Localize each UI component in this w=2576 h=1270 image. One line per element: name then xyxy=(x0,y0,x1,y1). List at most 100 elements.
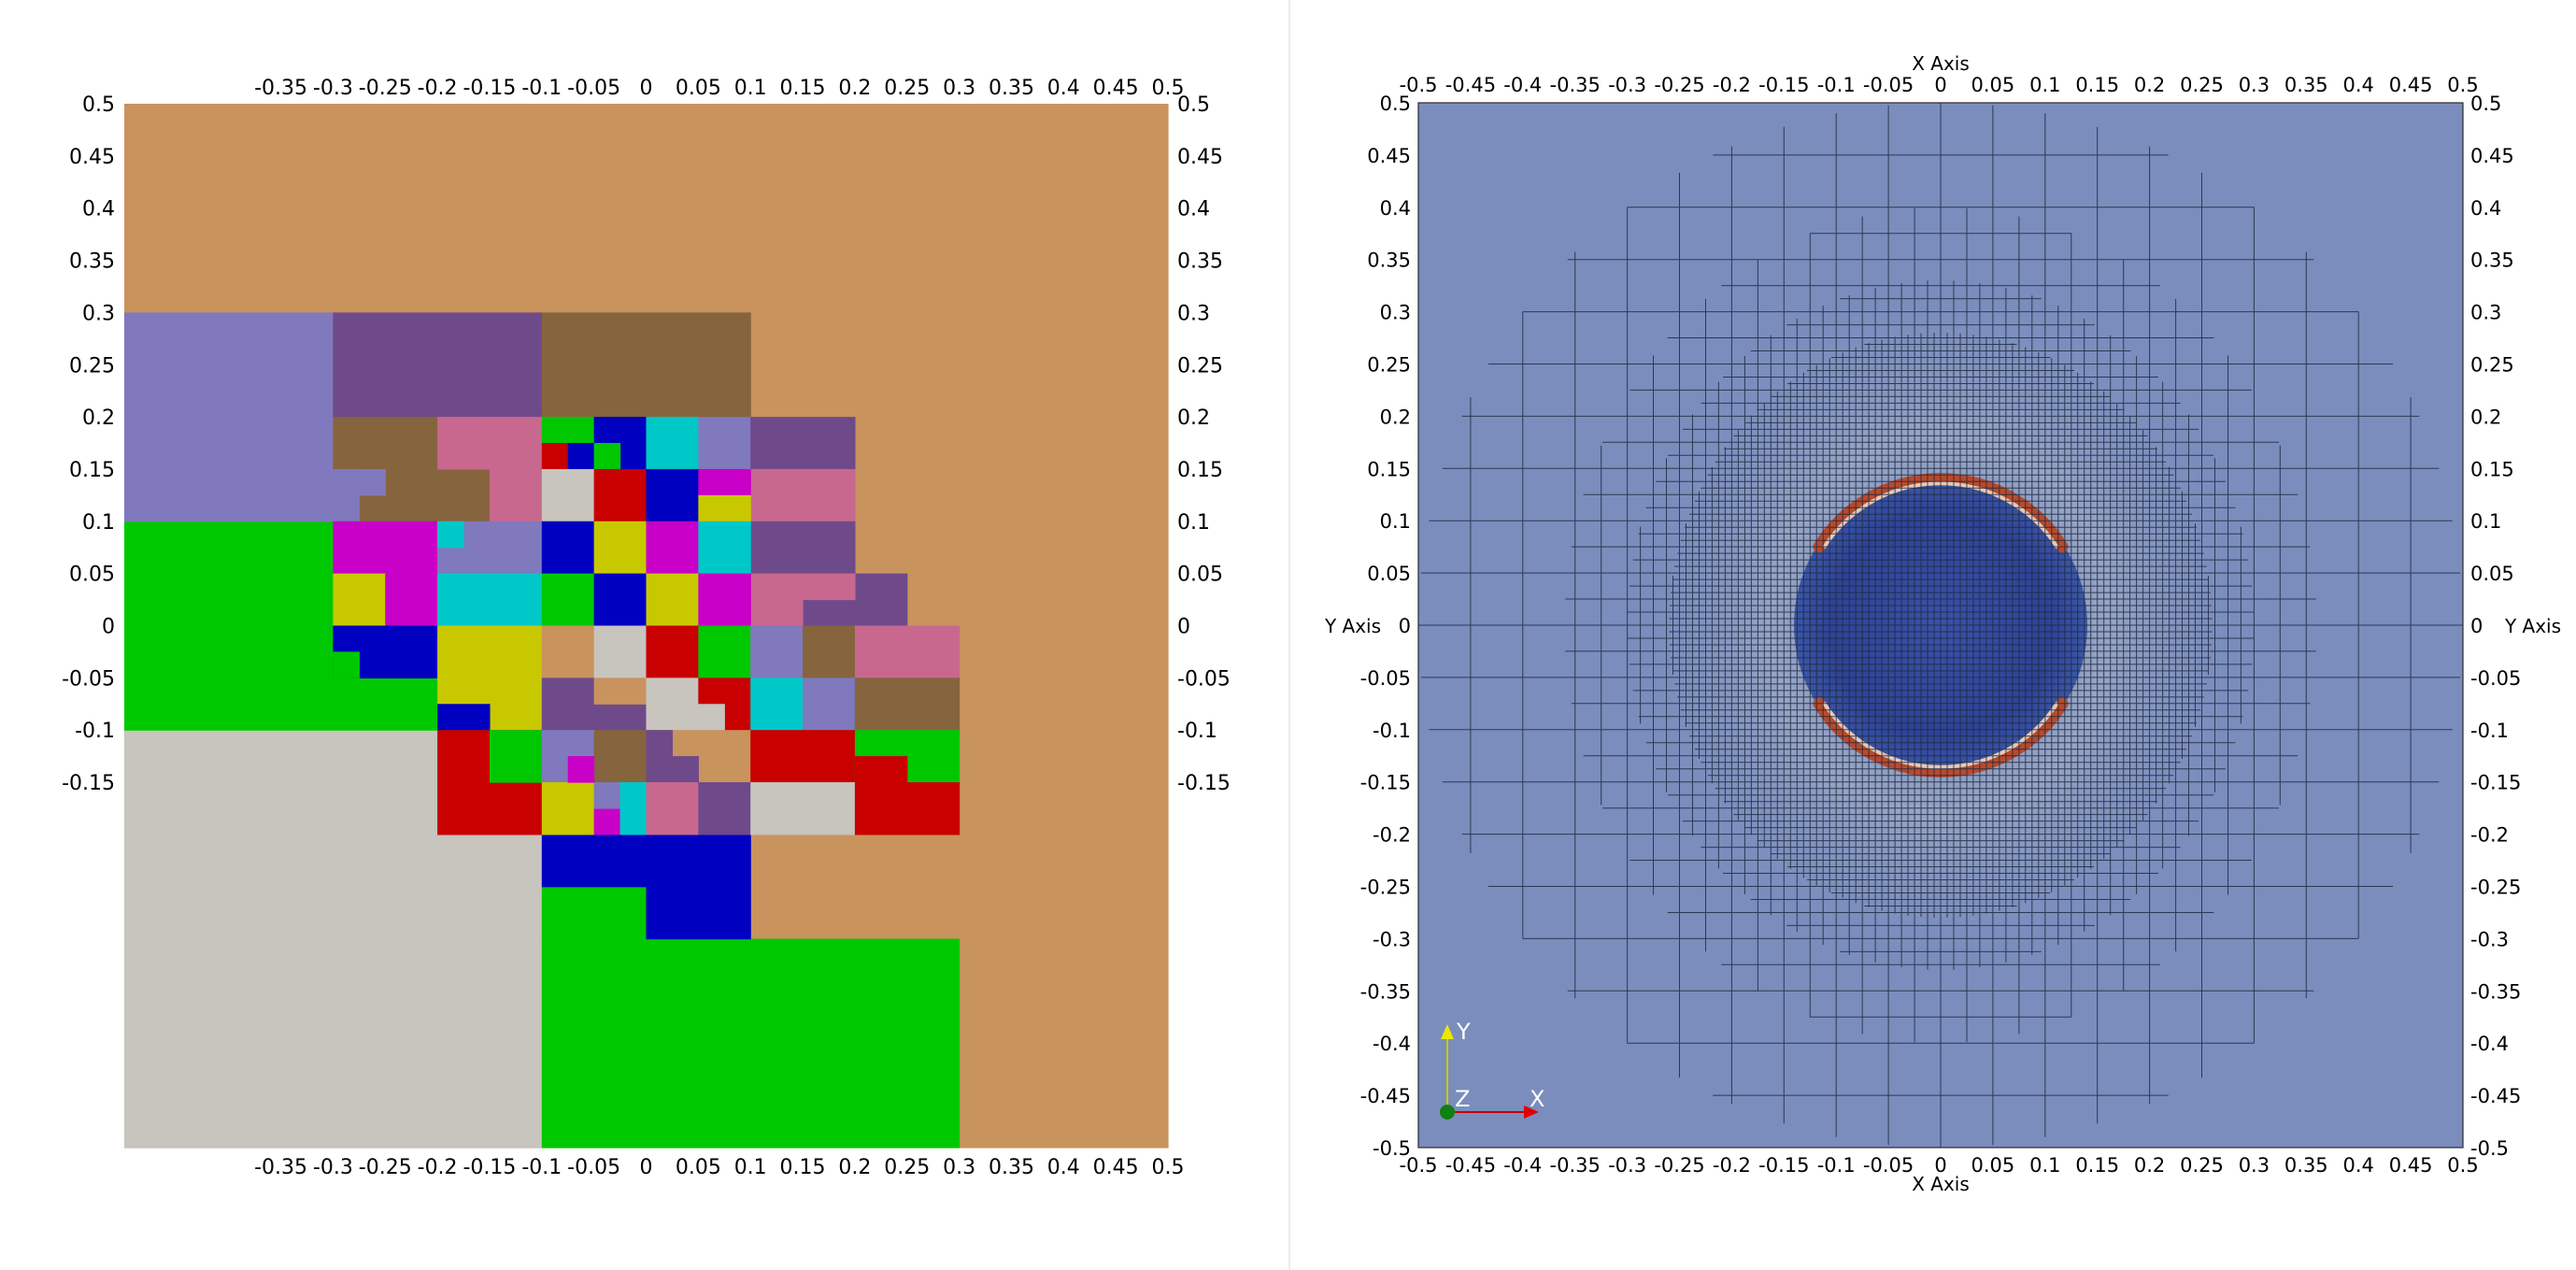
partition-cell xyxy=(803,625,856,678)
partition-cell xyxy=(619,782,648,835)
y-tick-label-left: 0.5 xyxy=(1380,93,1411,115)
y-tick-label-right: 0.05 xyxy=(2470,563,2514,585)
y-tick-label-left: 0.2 xyxy=(82,407,115,430)
y-tick-label-left: 0.05 xyxy=(69,564,115,587)
y-tick-label-left: 0.1 xyxy=(1380,510,1411,533)
x-tick-label-top: -0.2 xyxy=(1713,74,1751,96)
x-tick-label-bottom: 0.5 xyxy=(2447,1154,2478,1177)
partition-cell xyxy=(593,573,648,627)
y-tick-label-left: -0.25 xyxy=(1360,877,1411,899)
y-tick-label-right: 0.1 xyxy=(2470,510,2501,533)
x-tick-label-top: -0.2 xyxy=(418,77,458,100)
x-tick-label-bottom: 0 xyxy=(640,1156,653,1179)
partition-cell xyxy=(698,625,751,678)
x-tick-label-top: 0.35 xyxy=(989,77,1034,100)
x-tick-label-bottom: -0.1 xyxy=(521,1156,562,1179)
x-tick-label-bottom: 0.15 xyxy=(780,1156,826,1179)
y-tick-label-right: 0.05 xyxy=(1177,564,1223,587)
partition-cell xyxy=(750,417,856,470)
y-tick-label-left: 0.15 xyxy=(69,459,115,482)
partition-cell xyxy=(541,834,751,888)
y-tick-label-right: -0.05 xyxy=(2470,667,2521,690)
y-tick-label-left: 0.1 xyxy=(82,511,115,535)
partition-cell xyxy=(541,678,595,731)
x-tick-label-top: 0.05 xyxy=(1971,74,2015,96)
partition-cell xyxy=(593,807,621,835)
partition-cell xyxy=(750,678,804,731)
partition-cell xyxy=(593,625,648,678)
partition-cell xyxy=(385,468,491,522)
x-tick-label-bottom: 0.2 xyxy=(2134,1154,2165,1177)
y-tick-label-left: -0.1 xyxy=(75,720,115,743)
y-tick-label-left: 0.15 xyxy=(1367,458,1411,480)
x-tick-label-top: -0.25 xyxy=(359,77,412,100)
x-tick-label-bottom: -0.35 xyxy=(1550,1154,1601,1177)
x-tick-label-bottom: -0.25 xyxy=(359,1156,412,1179)
y-tick-label-left: 0.35 xyxy=(69,250,115,274)
partition-cell xyxy=(593,521,648,575)
y-tick-label-left: 0.3 xyxy=(82,302,115,325)
mesh-plot[interactable]: -0.5-0.5-0.5 -0.5-0.45-0.45-0.45 -0.45-0.4… xyxy=(1290,0,2576,1270)
partition-cell xyxy=(124,312,334,522)
y-tick-label-right: 0.1 xyxy=(1177,511,1210,535)
partition-cell xyxy=(333,651,360,678)
x-tick-label-bottom: 0.5 xyxy=(1152,1156,1185,1179)
y-tick-label-left: -0.5 xyxy=(1373,1137,1411,1160)
y-tick-label-right: 0.35 xyxy=(1177,250,1223,274)
x-tick-label-bottom: -0.15 xyxy=(1758,1154,1809,1177)
x-tick-label-bottom: 0.45 xyxy=(2389,1154,2433,1177)
y-tick-label-left: 0.25 xyxy=(1367,354,1411,377)
y-tick-label-right: 0.4 xyxy=(2470,197,2501,220)
partition-cell xyxy=(646,730,674,757)
x-tick-label-top: -0.4 xyxy=(1503,74,1542,96)
y-tick-label-right: 0.5 xyxy=(1177,93,1210,117)
partition-cell xyxy=(593,782,621,809)
x-tick-label-bottom: 0.35 xyxy=(2284,1154,2328,1177)
x-tick-label-bottom: -0.45 xyxy=(1445,1154,1496,1177)
y-tick-label-left: 0.2 xyxy=(1380,406,1411,428)
x-tick-label-top: -0.25 xyxy=(1654,74,1704,96)
partition-cell xyxy=(698,573,751,627)
mesh-view-pane[interactable]: -0.5 -0.5 -0.5 -0.5 -0.45 -0.45 -0.45 -0.45 -0.4… xyxy=(1290,0,2576,1270)
y-arrow-head xyxy=(1441,1024,1454,1039)
y-tick-label-left: 0.5 xyxy=(82,93,115,117)
y-tick-label-left: -0.3 xyxy=(1373,928,1411,950)
x-tick-label-top: 0.15 xyxy=(780,77,826,100)
partition-cell xyxy=(333,573,386,627)
partition-cell xyxy=(646,704,725,731)
z-axis-dot xyxy=(1440,1105,1455,1120)
x-tick-label-bottom: -0.1 xyxy=(1817,1154,1856,1177)
y-tick-label-left: -0.15 xyxy=(62,772,115,795)
partition-cell xyxy=(541,938,961,1149)
y-tick-label-right: 0.45 xyxy=(2470,145,2514,167)
partition-cell xyxy=(437,704,491,731)
x-tick-label-bottom: 0.2 xyxy=(838,1156,871,1179)
x-axis-title-top: X Axis xyxy=(1912,52,1970,75)
partition-axes: -0.35-0.35-0.3-0.3-0.25-0.25-0.2-0.2-0.1… xyxy=(62,77,1231,1179)
orientation-axes-widget[interactable]: Y X Z xyxy=(1440,1019,1544,1120)
partition-cell xyxy=(750,468,856,522)
partition-cell xyxy=(803,573,856,601)
y-tick-label-right: -0.1 xyxy=(1177,720,1217,743)
view-divider[interactable] xyxy=(1288,0,1290,1270)
partition-view-pane[interactable]: -0.35 -0.35 -0.3 -0.3 -0.25 -0.25 -0.2 -0.2 -0.1… xyxy=(0,0,1288,1270)
y-tick-label-right: 0.4 xyxy=(1177,198,1210,221)
x-tick-label-top: 0.1 xyxy=(2029,74,2060,96)
partition-cell xyxy=(698,521,751,575)
z-axis-widget-label: Z xyxy=(1455,1086,1470,1112)
partition-cell xyxy=(437,625,543,678)
x-tick-label-bottom: -0.05 xyxy=(567,1156,620,1179)
partition-cell xyxy=(646,468,699,522)
y-tick-label-right: 0.15 xyxy=(2470,458,2514,480)
x-tick-label-top: 0.15 xyxy=(2075,74,2119,96)
x-arrow-head xyxy=(1524,1106,1539,1119)
x-tick-label-top: 0.45 xyxy=(2389,74,2433,96)
y-tick-label-left: -0.05 xyxy=(1360,667,1411,690)
partition-cell xyxy=(541,521,595,575)
y-tick-label-left: 0.35 xyxy=(1367,250,1411,272)
x-tick-label-bottom: 0.15 xyxy=(2075,1154,2119,1177)
partition-cell xyxy=(437,573,543,627)
y-tick-label-right: 0.3 xyxy=(2470,302,2501,324)
partition-cell xyxy=(541,573,595,627)
partition-plot[interactable]: -0.35-0.35-0.3-0.3-0.25-0.25-0.2-0.2-0.1… xyxy=(0,0,1288,1270)
